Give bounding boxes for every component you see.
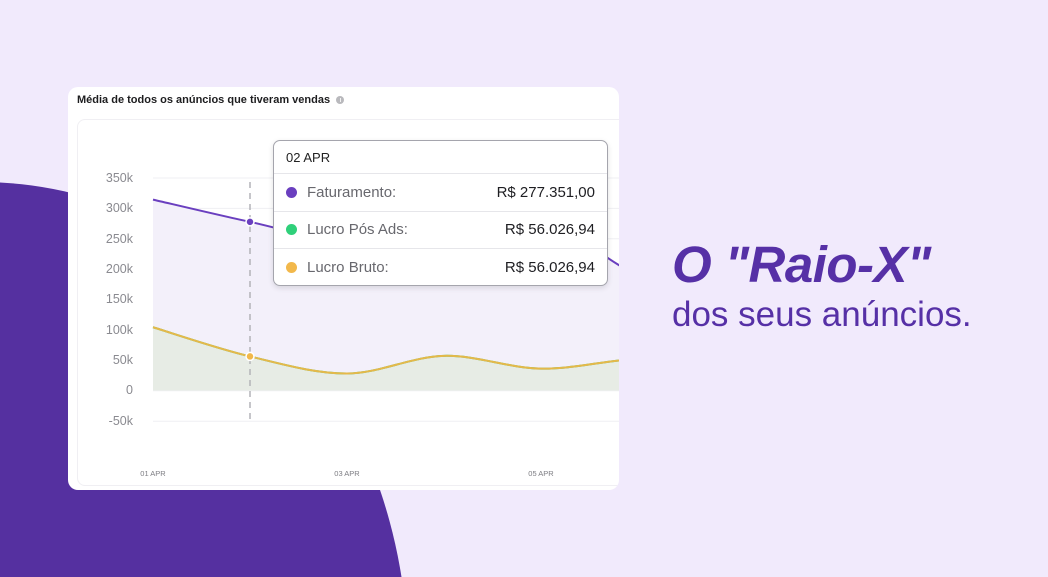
- x-tick: 01 APR: [140, 469, 166, 478]
- tooltip-value: R$ 56.026,94: [504, 259, 595, 277]
- tooltip-row-faturamento: Faturamento: R$ 277.351,00: [274, 174, 607, 212]
- y-tick: 0: [126, 383, 133, 397]
- y-tick: 300k: [105, 201, 133, 215]
- tooltip-row-lucro-pos-ads: Lucro Pós Ads: R$ 56.026,94: [274, 212, 607, 249]
- series-dot-icon: [286, 262, 297, 274]
- hero-subtitle: dos seus anúncios.: [672, 295, 972, 334]
- tooltip-date: 02 APR: [274, 141, 607, 174]
- chart-title-text: Média de todos os anúncios que tiveram v…: [77, 94, 331, 106]
- chart-tooltip: 02 APR Faturamento: R$ 277.351,00 Lucro …: [273, 140, 608, 286]
- hero-title: O "Raio-X": [672, 236, 931, 293]
- y-tick: 350k: [105, 171, 133, 185]
- chart-card: Média de todos os anúncios que tiveram v…: [68, 87, 619, 490]
- y-tick: -50k: [108, 414, 133, 428]
- x-tick: 05 APR: [528, 469, 554, 478]
- info-icon[interactable]: [336, 96, 345, 104]
- y-tick: 100k: [105, 323, 133, 337]
- chart-frame: [77, 119, 619, 486]
- tooltip-value: R$ 56.026,94: [504, 221, 595, 239]
- tooltip-label: Lucro Pós Ads:: [307, 221, 408, 239]
- tooltip-label: Faturamento:: [307, 183, 397, 201]
- series-dot-icon: [286, 224, 297, 236]
- series-dot-icon: [286, 186, 297, 198]
- x-tick: 03 APR: [334, 469, 360, 478]
- tooltip-value: R$ 277.351,00: [496, 183, 595, 201]
- y-tick: 250k: [105, 232, 133, 246]
- tooltip-row-lucro-bruto: Lucro Bruto: R$ 56.026,94: [274, 249, 607, 287]
- y-tick: 200k: [105, 262, 133, 276]
- y-tick: 150k: [105, 292, 133, 306]
- tooltip-label: Lucro Bruto:: [307, 259, 389, 277]
- y-tick: 50k: [112, 353, 133, 367]
- chart-title: Média de todos os anúncios que tiveram v…: [77, 94, 345, 106]
